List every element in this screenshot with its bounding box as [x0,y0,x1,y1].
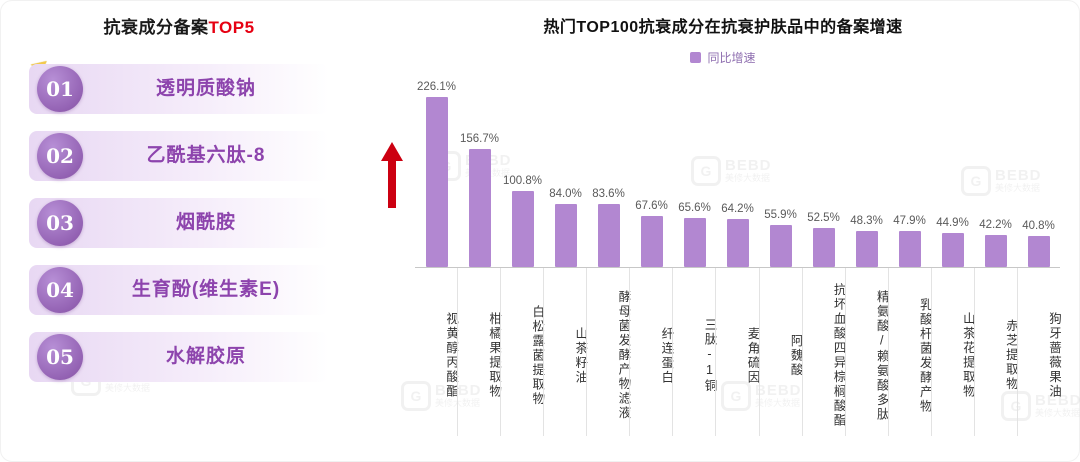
bar[interactable] [511,191,534,267]
bar-group[interactable]: 55.9% [759,209,802,267]
bar-value-label: 64.2% [721,202,754,215]
rank-item: 02 乙酰基六肽-8 [29,131,329,181]
category-label: 赤芝提取物 [973,268,1018,436]
up-trend-arrow-icon [379,142,405,213]
bar-group[interactable]: 40.8% [1017,220,1060,267]
rank-badge: 03 [37,200,83,246]
bar-group[interactable]: 226.1% [415,81,458,267]
bar-value-label: 67.6% [635,200,668,213]
category-label: 乳酸杆菌发酵产物 [887,268,932,436]
rank-item: 05 水解胶原 [29,332,329,382]
bar[interactable] [597,204,620,267]
bar-group[interactable]: 44.9% [931,217,974,267]
bar-group[interactable]: 156.7% [458,133,501,267]
bar[interactable] [769,224,792,267]
top5-title-highlight: TOP5 [208,18,255,37]
bar-value-label: 226.1% [416,81,456,93]
category-label: 阿魏酸 [758,268,803,436]
category-label: 柑橘果提取物 [457,268,501,436]
plot-area: 226.1% 156.7% 100.8% 84.0% 83.6% 67.6% 65.6% 64… [381,72,1061,436]
rank-item: 01 透明质酸钠 [29,64,329,114]
chart-title: 热门TOP100抗衰成分在抗衰护肤品中的备案增速 [543,19,903,36]
top5-title: 抗衰成分备案TOP5 [29,13,329,38]
bar-value-label: 84.0% [549,187,582,200]
rank-label: 烟酰胺 [175,212,236,233]
bar-group[interactable]: 100.8% [501,175,544,267]
top5-panel: 抗衰成分备案TOP5 ➤ 01 透明质酸钠 02 乙酰基六肽-8 03 烟酰胺 … [25,13,329,399]
category-label: 山茶籽油 [543,268,587,436]
bar-group[interactable]: 52.5% [802,212,845,267]
bar-value-label: 156.7% [459,133,499,146]
category-label: 精氨酸/赖氨酸多肽 [844,268,889,436]
bar[interactable] [812,227,835,267]
top5-title-text: 抗衰成分备案 [103,18,209,37]
category-label: 纤连蛋白 [629,268,673,436]
category-label: 三肽-1铜 [672,268,716,436]
bar-group[interactable]: 65.6% [673,202,716,267]
category-label: 酵母菌发酵产物滤液 [586,268,630,436]
bar[interactable] [855,230,878,267]
bar-value-label: 65.6% [678,201,711,214]
bar-value-label: 44.9% [936,217,969,230]
category-label: 狗牙蔷薇果油 [1016,268,1061,436]
rank-list: 01 透明质酸钠 02 乙酰基六肽-8 03 烟酰胺 04 生育酚(维生素E) … [29,64,329,382]
bar-group[interactable]: 67.6% [630,200,673,267]
bar[interactable] [554,203,577,267]
category-label: 抗坏血酸四异棕榈酸酯 [801,268,846,436]
bar-value-label: 55.9% [764,208,797,221]
rank-badge: 01 [37,66,83,112]
chart-legend[interactable]: 同比增速 [373,49,1073,66]
bar[interactable] [425,97,448,267]
bar[interactable] [898,231,921,267]
rank-item: 04 生育酚(维生素E) [29,265,329,315]
bar-group[interactable]: 42.2% [974,219,1017,267]
bar-value-label: 47.9% [893,215,926,227]
bar-value-label: 48.3% [850,214,883,227]
bar-group[interactable]: 84.0% [544,188,587,267]
bar-group[interactable]: 48.3% [845,215,888,267]
rank-label: 水解胶原 [165,346,246,367]
bar-value-label: 100.8% [502,175,542,188]
category-label: 麦角硫因 [715,268,760,436]
bar[interactable] [941,233,964,267]
bar[interactable] [726,218,749,267]
labels-row: 视黄醇丙酸酯 柑橘果提取物 白松露菌提取物 山茶籽油 酵母菌发酵产物滤液 纤连蛋白 三肽-1… [415,268,1061,436]
bar[interactable] [640,216,663,267]
rank-badge: 05 [37,334,83,380]
bar[interactable] [468,149,491,267]
legend-label: 同比增速 [707,51,756,65]
rank-badge: 04 [37,267,83,313]
rank-label: 乙酰基六肽-8 [146,145,266,166]
bar-value-label: 52.5% [807,211,840,224]
category-label: 山茶花提取物 [930,268,975,436]
bar[interactable] [683,217,706,267]
category-label: 视黄醇丙酸酯 [444,312,459,399]
bars-row: 226.1% 156.7% 100.8% 84.0% 83.6% 67.6% 65.6% 64… [415,72,1060,268]
rank-badge: 02 [37,133,83,179]
bar[interactable] [1027,236,1050,267]
growth-chart: 热门TOP100抗衰成分在抗衰护肤品中的备案增速 同比增速 226.1% 156.… [373,13,1073,436]
bar[interactable] [984,235,1007,267]
rank-label: 生育酚(维生素E) [131,279,281,300]
legend-swatch-icon [690,52,702,63]
bar-value-label: 83.6% [592,188,625,201]
category-label: 白松露菌提取物 [500,268,544,436]
bar-group[interactable]: 83.6% [587,188,630,267]
bar-group[interactable]: 47.9% [888,215,931,267]
bar-value-label: 42.2% [979,219,1012,232]
bar-value-label: 40.8% [1022,220,1055,233]
rank-label: 透明质酸钠 [155,78,256,99]
bar-group[interactable]: 64.2% [716,203,759,267]
rank-item: 03 烟酰胺 [29,198,329,248]
